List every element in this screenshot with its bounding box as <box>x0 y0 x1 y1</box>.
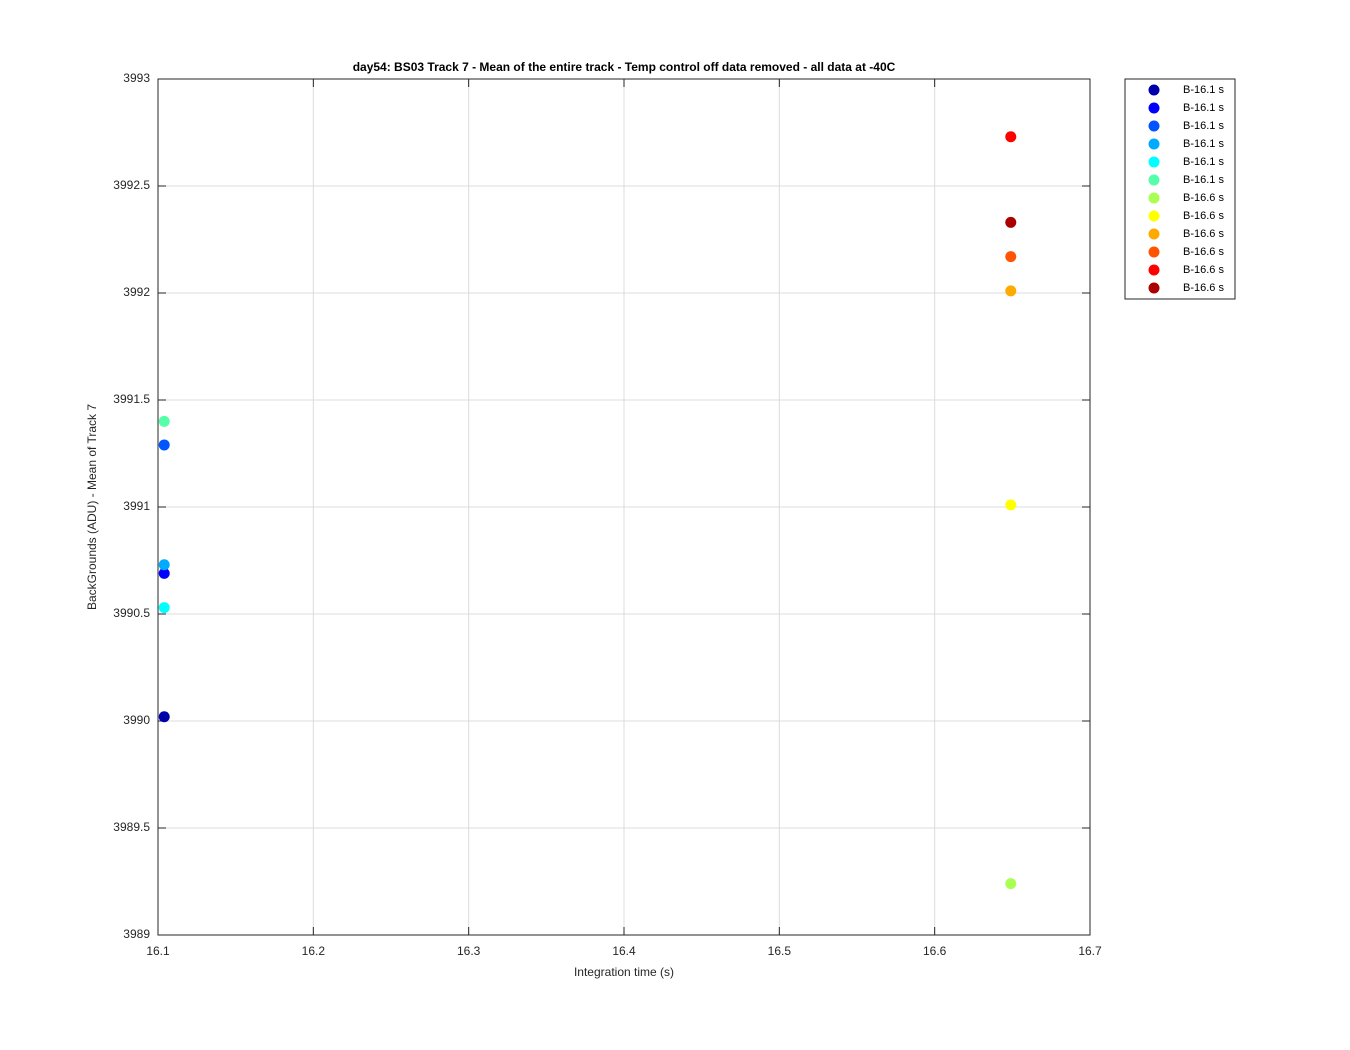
data-point <box>1005 499 1017 511</box>
data-point <box>1005 216 1017 228</box>
data-point <box>158 711 170 723</box>
legend-label: B-16.6 s <box>1183 282 1224 294</box>
x-tick-label: 16.7 <box>1078 944 1102 958</box>
data-point <box>158 559 170 571</box>
data-point <box>158 602 170 614</box>
y-tick-label: 3991.5 <box>113 392 150 406</box>
legend-label: B-16.1 s <box>1183 120 1224 132</box>
y-tick-label: 3992 <box>123 285 150 299</box>
legend-marker <box>1148 138 1160 150</box>
data-point <box>1005 131 1017 143</box>
legend-label: B-16.6 s <box>1183 264 1224 276</box>
legend-marker <box>1148 192 1160 204</box>
y-tick-label: 3989 <box>123 927 150 941</box>
legend-label: B-16.6 s <box>1183 246 1224 258</box>
x-tick-label: 16.2 <box>302 944 326 958</box>
legend-label: B-16.1 s <box>1183 156 1224 168</box>
y-tick-label: 3992.5 <box>113 178 150 192</box>
chart-title: day54: BS03 Track 7 - Mean of the entire… <box>353 60 896 74</box>
data-point <box>1005 251 1017 263</box>
legend-marker <box>1148 102 1160 114</box>
legend-marker <box>1148 264 1160 276</box>
y-tick-label: 3991 <box>123 499 150 513</box>
x-tick-label: 16.6 <box>923 944 947 958</box>
data-point <box>1005 878 1017 890</box>
legend-marker <box>1148 210 1160 222</box>
legend-marker <box>1148 228 1160 240</box>
legend-label: B-16.6 s <box>1183 228 1224 240</box>
y-tick-label: 3989.5 <box>113 820 150 834</box>
y-tick-label: 3990 <box>123 713 150 727</box>
legend-marker <box>1148 282 1160 294</box>
x-tick-label: 16.3 <box>457 944 481 958</box>
data-point <box>158 567 170 579</box>
legend-marker <box>1148 120 1160 132</box>
legend-label: B-16.1 s <box>1183 138 1224 150</box>
legend: B-16.1 s B-16.1 s B-16.1 s B-16.1 s B-16.1 s… <box>1124 78 1236 300</box>
y-tick-label: 3993 <box>123 71 150 85</box>
legend-label: B-16.6 s <box>1183 210 1224 222</box>
data-point <box>158 439 170 451</box>
legend-label: B-16.1 s <box>1183 102 1224 114</box>
legend-label: B-16.6 s <box>1183 192 1224 204</box>
legend-marker <box>1148 174 1160 186</box>
data-point <box>1005 285 1017 297</box>
x-tick-label: 16.4 <box>612 944 636 958</box>
x-tick-label: 16.5 <box>768 944 792 958</box>
legend-marker <box>1148 84 1160 96</box>
legend-box <box>1124 78 1236 300</box>
y-tick-label: 3990.5 <box>113 606 150 620</box>
x-tick-label: 16.1 <box>146 944 170 958</box>
data-point <box>158 415 170 427</box>
x-axis-label: Integration time (s) <box>574 965 674 979</box>
legend-marker <box>1148 246 1160 258</box>
legend-marker <box>1148 156 1160 168</box>
axes-box <box>157 78 1091 936</box>
legend-label: B-16.1 s <box>1183 84 1224 96</box>
y-axis-label: BackGrounds (ADU) - Mean of Track 7 <box>85 404 99 610</box>
legend-label: B-16.1 s <box>1183 174 1224 186</box>
